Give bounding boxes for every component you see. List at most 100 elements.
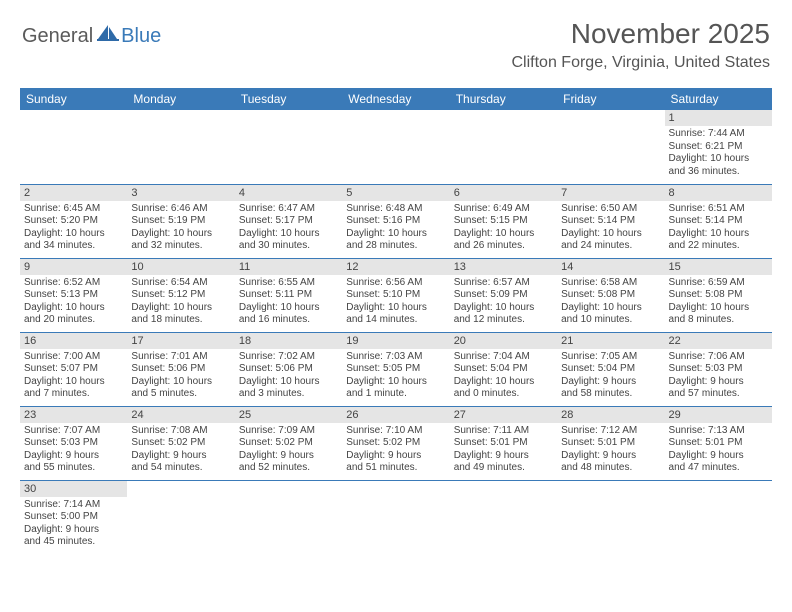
day-detail-line: Sunrise: 7:00 AM xyxy=(24,351,123,364)
day-detail-line: Sunrise: 6:56 AM xyxy=(346,277,445,290)
day-detail-line: and 8 minutes. xyxy=(669,314,768,327)
location: Clifton Forge, Virginia, United States xyxy=(512,54,771,72)
calendar-day-cell: 20Sunrise: 7:04 AMSunset: 5:04 PMDayligh… xyxy=(450,332,557,406)
day-number: 27 xyxy=(450,407,557,423)
day-number: 10 xyxy=(127,259,234,275)
day-detail-line: Daylight: 9 hours xyxy=(24,524,123,537)
day-detail-line: Sunset: 5:02 PM xyxy=(346,437,445,450)
day-detail-line: Daylight: 10 hours xyxy=(346,302,445,315)
day-detail-line: Daylight: 9 hours xyxy=(239,450,338,463)
day-detail-line: Sunrise: 6:46 AM xyxy=(131,203,230,216)
day-detail-line: Sunrise: 7:04 AM xyxy=(454,351,553,364)
day-detail-line: and 22 minutes. xyxy=(669,240,768,253)
day-details: Sunrise: 6:54 AMSunset: 5:12 PMDaylight:… xyxy=(127,275,234,329)
calendar-day-cell: 9Sunrise: 6:52 AMSunset: 5:13 PMDaylight… xyxy=(20,258,127,332)
day-detail-line: Sunset: 5:08 PM xyxy=(561,289,660,302)
calendar-day-cell: 11Sunrise: 6:55 AMSunset: 5:11 PMDayligh… xyxy=(235,258,342,332)
logo-text-blue: Blue xyxy=(121,25,161,48)
day-detail-line: Sunrise: 7:12 AM xyxy=(561,425,660,438)
day-number: 18 xyxy=(235,333,342,349)
calendar-empty-cell xyxy=(235,110,342,184)
page-header: General Blue November 2025 Clifton Forge… xyxy=(0,0,792,80)
day-detail-line: Daylight: 10 hours xyxy=(561,302,660,315)
day-detail-line: and 28 minutes. xyxy=(346,240,445,253)
calendar-day-cell: 21Sunrise: 7:05 AMSunset: 5:04 PMDayligh… xyxy=(557,332,664,406)
day-detail-line: Sunrise: 6:57 AM xyxy=(454,277,553,290)
calendar-day-cell: 13Sunrise: 6:57 AMSunset: 5:09 PMDayligh… xyxy=(450,258,557,332)
day-detail-line: Sunset: 5:00 PM xyxy=(24,511,123,524)
day-number: 24 xyxy=(127,407,234,423)
day-details: Sunrise: 6:47 AMSunset: 5:17 PMDaylight:… xyxy=(235,201,342,255)
day-detail-line: Sunrise: 7:09 AM xyxy=(239,425,338,438)
day-number: 17 xyxy=(127,333,234,349)
day-detail-line: Sunset: 5:13 PM xyxy=(24,289,123,302)
day-detail-line: Sunrise: 7:44 AM xyxy=(669,128,768,141)
day-detail-line: and 16 minutes. xyxy=(239,314,338,327)
calendar-empty-cell xyxy=(342,110,449,184)
day-detail-line: Sunset: 5:19 PM xyxy=(131,215,230,228)
calendar-day-cell: 23Sunrise: 7:07 AMSunset: 5:03 PMDayligh… xyxy=(20,406,127,480)
day-number: 4 xyxy=(235,185,342,201)
day-number: 6 xyxy=(450,185,557,201)
calendar-empty-cell xyxy=(557,480,664,554)
day-detail-line: Daylight: 10 hours xyxy=(131,376,230,389)
day-number: 13 xyxy=(450,259,557,275)
day-detail-line: Sunrise: 6:50 AM xyxy=(561,203,660,216)
day-detail-line: and 57 minutes. xyxy=(669,388,768,401)
day-detail-line: Sunset: 5:02 PM xyxy=(239,437,338,450)
day-detail-line: Daylight: 10 hours xyxy=(669,153,768,166)
calendar-day-cell: 4Sunrise: 6:47 AMSunset: 5:17 PMDaylight… xyxy=(235,184,342,258)
day-number: 25 xyxy=(235,407,342,423)
day-details: Sunrise: 7:03 AMSunset: 5:05 PMDaylight:… xyxy=(342,349,449,403)
day-detail-line: and 32 minutes. xyxy=(131,240,230,253)
calendar-empty-cell xyxy=(127,110,234,184)
calendar-day-cell: 24Sunrise: 7:08 AMSunset: 5:02 PMDayligh… xyxy=(127,406,234,480)
day-detail-line: Sunrise: 7:06 AM xyxy=(669,351,768,364)
day-number: 19 xyxy=(342,333,449,349)
day-number: 5 xyxy=(342,185,449,201)
calendar-day-cell: 29Sunrise: 7:13 AMSunset: 5:01 PMDayligh… xyxy=(665,406,772,480)
day-detail-line: Sunrise: 6:47 AM xyxy=(239,203,338,216)
day-number: 15 xyxy=(665,259,772,275)
calendar-day-cell: 18Sunrise: 7:02 AMSunset: 5:06 PMDayligh… xyxy=(235,332,342,406)
day-details: Sunrise: 7:09 AMSunset: 5:02 PMDaylight:… xyxy=(235,423,342,477)
day-number: 12 xyxy=(342,259,449,275)
calendar-empty-cell xyxy=(665,480,772,554)
day-detail-line: Sunrise: 7:07 AM xyxy=(24,425,123,438)
day-detail-line: and 51 minutes. xyxy=(346,462,445,475)
day-detail-line: Sunset: 5:11 PM xyxy=(239,289,338,302)
weekday-header: Sunday xyxy=(20,88,127,110)
day-detail-line: and 24 minutes. xyxy=(561,240,660,253)
day-detail-line: Daylight: 10 hours xyxy=(131,228,230,241)
day-details: Sunrise: 6:48 AMSunset: 5:16 PMDaylight:… xyxy=(342,201,449,255)
day-details: Sunrise: 6:51 AMSunset: 5:14 PMDaylight:… xyxy=(665,201,772,255)
weekday-header: Monday xyxy=(127,88,234,110)
day-detail-line: Sunset: 5:15 PM xyxy=(454,215,553,228)
day-number: 16 xyxy=(20,333,127,349)
day-detail-line: Sunset: 5:12 PM xyxy=(131,289,230,302)
logo: General Blue xyxy=(22,24,161,49)
day-detail-line: Sunrise: 7:13 AM xyxy=(669,425,768,438)
day-detail-line: Daylight: 10 hours xyxy=(454,302,553,315)
day-detail-line: Daylight: 10 hours xyxy=(24,228,123,241)
day-details: Sunrise: 6:45 AMSunset: 5:20 PMDaylight:… xyxy=(20,201,127,255)
day-detail-line: Sunset: 6:21 PM xyxy=(669,141,768,154)
calendar-week-row: 1Sunrise: 7:44 AMSunset: 6:21 PMDaylight… xyxy=(20,110,772,184)
day-detail-line: Daylight: 10 hours xyxy=(346,228,445,241)
day-number: 30 xyxy=(20,481,127,497)
day-details: Sunrise: 6:57 AMSunset: 5:09 PMDaylight:… xyxy=(450,275,557,329)
day-detail-line: and 52 minutes. xyxy=(239,462,338,475)
day-detail-line: Sunset: 5:10 PM xyxy=(346,289,445,302)
calendar-day-cell: 10Sunrise: 6:54 AMSunset: 5:12 PMDayligh… xyxy=(127,258,234,332)
day-number: 21 xyxy=(557,333,664,349)
day-detail-line: Daylight: 10 hours xyxy=(24,376,123,389)
calendar-day-cell: 17Sunrise: 7:01 AMSunset: 5:06 PMDayligh… xyxy=(127,332,234,406)
day-detail-line: and 58 minutes. xyxy=(561,388,660,401)
day-details: Sunrise: 7:07 AMSunset: 5:03 PMDaylight:… xyxy=(20,423,127,477)
day-detail-line: Daylight: 9 hours xyxy=(24,450,123,463)
day-details: Sunrise: 7:06 AMSunset: 5:03 PMDaylight:… xyxy=(665,349,772,403)
day-detail-line: Sunrise: 6:49 AM xyxy=(454,203,553,216)
day-details: Sunrise: 7:04 AMSunset: 5:04 PMDaylight:… xyxy=(450,349,557,403)
day-detail-line: Sunrise: 6:51 AM xyxy=(669,203,768,216)
day-details: Sunrise: 6:52 AMSunset: 5:13 PMDaylight:… xyxy=(20,275,127,329)
